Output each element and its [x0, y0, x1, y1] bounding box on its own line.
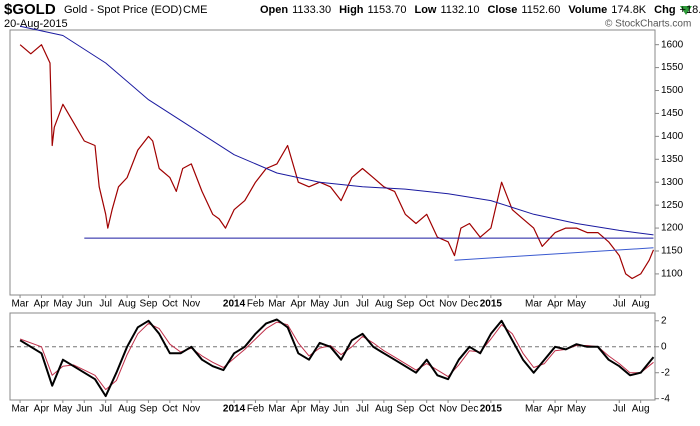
quote-value: 174.8K: [611, 4, 647, 16]
date: 20-Aug-2015: [4, 18, 68, 30]
x-tick-label: 2015: [480, 404, 503, 415]
x-tick-label: May: [567, 299, 586, 310]
y-tick-label: 0: [661, 341, 667, 352]
x-tick-label: Dec: [461, 404, 479, 415]
y-tick-label: 1250: [661, 200, 684, 211]
quote-value: 1153.70: [368, 4, 407, 16]
quote-label: Chg: [654, 4, 675, 16]
x-tick-label: Aug: [375, 299, 393, 310]
x-tick-label: Jul: [99, 404, 112, 415]
x-tick-label: Jul: [356, 299, 369, 310]
x-tick-label: Mar: [11, 404, 29, 415]
x-tick-label: Mar: [268, 299, 286, 310]
x-tick-label: Nov: [439, 299, 457, 310]
series-line: [19, 25, 654, 236]
x-tick-label: Mar: [525, 299, 543, 310]
series-line: [19, 321, 654, 391]
x-tick-label: Oct: [419, 404, 435, 415]
x-tick-label: Oct: [419, 299, 435, 310]
header: $GOLD Gold - Spot Price (EOD) CME 20-Aug…: [4, 1, 692, 30]
quote-value: 1133.30: [292, 4, 331, 16]
x-tick-label: Apr: [547, 404, 563, 415]
x-tick-label: Jun: [76, 299, 92, 310]
y-tick-label: 2: [661, 315, 667, 326]
menu-icon[interactable]: [680, 6, 692, 15]
y-tick-label: -2: [661, 367, 670, 378]
x-tick-label: Aug: [632, 299, 650, 310]
x-tick-label: Sep: [140, 404, 158, 415]
x-tick-label: May: [53, 404, 72, 415]
x-tick-label: Nov: [439, 404, 457, 415]
quote-label: Open: [260, 4, 288, 16]
quote-label: High: [339, 4, 364, 16]
x-tick-label: Mar: [11, 299, 29, 310]
quote-label: Close: [487, 4, 517, 16]
exchange: CME: [183, 4, 207, 16]
x-tick-label: Jul: [613, 404, 626, 415]
x-tick-label: Jul: [356, 404, 369, 415]
x-tick-label: Feb: [247, 404, 265, 415]
series-line: [454, 247, 654, 261]
x-tick-label: Dec: [461, 299, 479, 310]
x-tick-label: Mar: [525, 404, 543, 415]
x-tick-label: May: [310, 404, 329, 415]
credit: © StockCharts.com: [605, 19, 691, 30]
x-tick-label: Apr: [34, 404, 50, 415]
x-tick-label: Aug: [632, 404, 650, 415]
x-tick-label: 2014: [223, 404, 246, 415]
symbol: $GOLD: [4, 1, 56, 18]
y-tick-label: 1500: [661, 85, 684, 96]
x-tick-label: Sep: [396, 299, 414, 310]
security-name: Gold - Spot Price (EOD): [64, 4, 182, 16]
quote: Open 1133.30 High 1153.70 Low 1132.10 Close 115…: [260, 4, 700, 16]
quote-label: Low: [414, 4, 436, 16]
x-tick-label: 2015: [480, 299, 503, 310]
x-tick-label: Nov: [182, 404, 200, 415]
x-tick-label: Oct: [162, 299, 178, 310]
x-tick-label: Aug: [118, 299, 136, 310]
plot-area: [9, 312, 656, 401]
x-tick-label: Oct: [162, 404, 178, 415]
y-tick-label: 1550: [661, 62, 684, 73]
quote-value: +18.80 (+1.66%): [680, 4, 700, 16]
y-tick-label: 1350: [661, 154, 684, 165]
x-tick-label: May: [310, 299, 329, 310]
x-tick-label: Feb: [247, 299, 265, 310]
series-line: [19, 318, 655, 398]
y-tick-label: 1100: [661, 269, 683, 280]
x-tick-label: Apr: [290, 299, 306, 310]
x-tick-label: Mar: [268, 404, 286, 415]
y-tick-label: 1450: [661, 108, 684, 119]
x-tick-label: Apr: [34, 299, 50, 310]
x-tick-label: Jul: [613, 299, 626, 310]
x-tick-label: May: [567, 404, 586, 415]
x-tick-label: Jun: [76, 404, 92, 415]
x-tick-label: Aug: [118, 404, 136, 415]
y-tick-label: 1600: [661, 39, 684, 50]
x-tick-label: May: [53, 299, 72, 310]
y-tick-label: -4: [661, 393, 670, 404]
x-tick-label: Apr: [547, 299, 563, 310]
quote-value: 1132.10: [440, 4, 479, 16]
y-tick-label: 1150: [661, 246, 683, 257]
x-tick-label: Jun: [333, 404, 349, 415]
x-tick-label: Apr: [290, 404, 306, 415]
x-tick-label: Sep: [140, 299, 158, 310]
series-line: [19, 44, 655, 280]
x-tick-label: Nov: [182, 299, 200, 310]
y-tick-label: 1400: [661, 131, 684, 142]
x-tick-label: Aug: [375, 404, 393, 415]
plot-area: [9, 29, 656, 296]
x-tick-label: Sep: [396, 404, 414, 415]
quote-value: 1152.60: [521, 4, 560, 16]
y-tick-label: 1300: [661, 177, 684, 188]
x-tick-label: Jul: [99, 299, 112, 310]
y-tick-label: 1200: [661, 223, 684, 234]
x-tick-label: 2014: [223, 299, 246, 310]
quote-label: Volume: [568, 4, 607, 16]
x-tick-label: Jun: [333, 299, 349, 310]
